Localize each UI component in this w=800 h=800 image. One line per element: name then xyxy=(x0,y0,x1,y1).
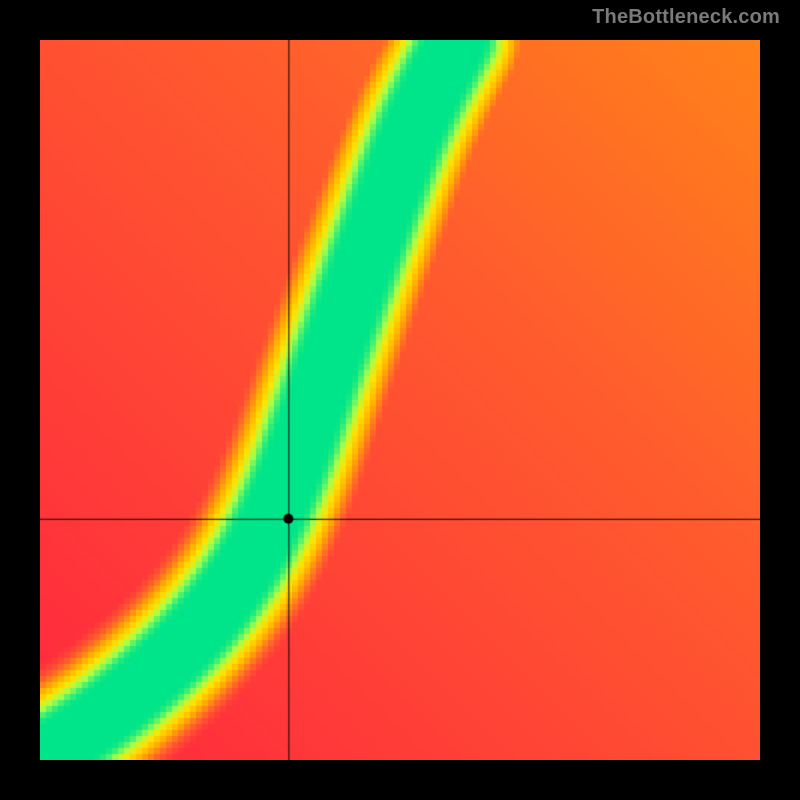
heatmap-canvas xyxy=(40,40,760,760)
figure-container: TheBottleneck.com xyxy=(0,0,800,800)
watermark-label: TheBottleneck.com xyxy=(592,6,780,29)
plot-area xyxy=(40,40,760,760)
